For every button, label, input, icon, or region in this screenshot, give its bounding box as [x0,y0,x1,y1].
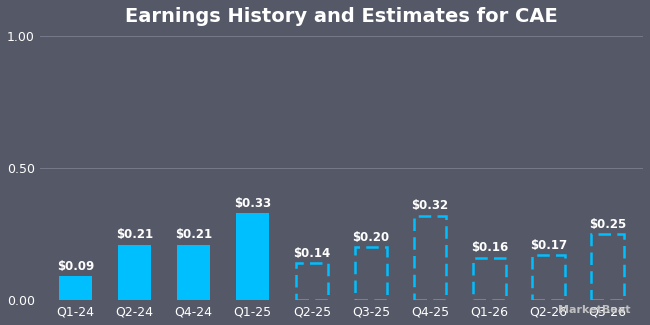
Text: MarketBeat: MarketBeat [558,305,630,315]
Bar [532,255,565,300]
Text: $0.21: $0.21 [116,228,153,241]
Bar [592,234,624,300]
Text: $0.16: $0.16 [471,241,508,254]
Bar [177,245,210,300]
Bar [414,215,447,300]
Text: ℕ: ℕ [540,305,549,315]
Text: $0.14: $0.14 [293,247,330,260]
Text: $0.33: $0.33 [234,197,271,210]
Text: $0.20: $0.20 [352,231,389,244]
Text: $0.17: $0.17 [530,239,567,252]
Bar [59,276,92,300]
Bar [355,247,387,300]
Bar [118,245,151,300]
Bar [296,263,328,300]
Title: Earnings History and Estimates for CAE: Earnings History and Estimates for CAE [125,7,558,26]
Text: $0.09: $0.09 [57,260,94,273]
Text: $0.32: $0.32 [411,199,448,212]
Bar [473,258,506,300]
Text: $0.25: $0.25 [589,218,626,231]
Bar [237,213,269,300]
Text: $0.21: $0.21 [175,228,212,241]
